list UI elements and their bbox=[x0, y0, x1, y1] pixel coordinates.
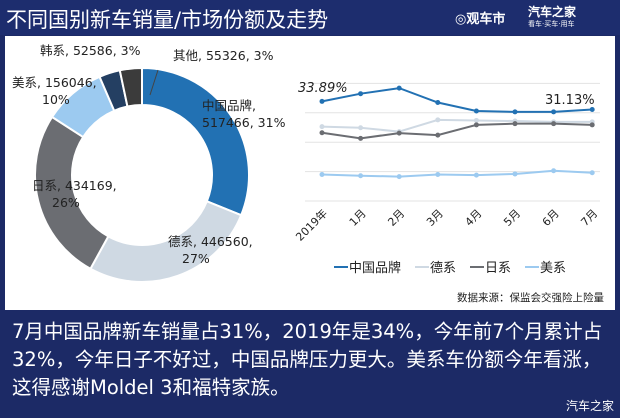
series-2-point-5 bbox=[512, 121, 518, 127]
source-note: 数据来源：保监会交强险上险量 bbox=[457, 291, 604, 304]
slice-label-2: 日系, 434169, 26% bbox=[32, 178, 117, 210]
legend-label-0: 中国品牌 bbox=[349, 260, 401, 276]
slice-label-4: 韩系, 52586, 3% bbox=[40, 43, 141, 58]
annotation-end: 31.13% bbox=[545, 93, 595, 108]
series-3-point-3 bbox=[435, 172, 441, 178]
series-3-point-4 bbox=[473, 172, 479, 178]
caption-text: 7月中国品牌新车销量占31%，2019年是34%，今年前7个月累计占32%，今年… bbox=[12, 320, 603, 399]
x-tick-0: 2019年 bbox=[293, 206, 330, 243]
annotation-start: 33.89% bbox=[298, 81, 348, 96]
title-bar: 不同国别新车销量/市场份额及走势 ◎观车市 汽车之家 看车·买车·用车 bbox=[0, 0, 620, 35]
series-2-point-1 bbox=[358, 135, 364, 141]
series-1-point-0 bbox=[319, 124, 325, 130]
x-tick-2: 2月 bbox=[385, 207, 407, 229]
series-line-3 bbox=[321, 169, 593, 178]
series-3-point-6 bbox=[551, 168, 557, 174]
slice-label-5: 其他, 55326, 3% bbox=[173, 48, 274, 63]
slice-label-0: 中国品牌, 517466, 31% bbox=[202, 98, 286, 130]
x-tick-3: 3月 bbox=[424, 207, 446, 229]
slice-label-3: 美系, 156046, 10% bbox=[12, 75, 97, 107]
series-3-point-7 bbox=[589, 170, 595, 176]
watermark: 汽车之家 bbox=[565, 399, 614, 413]
x-tick-4: 4月 bbox=[463, 207, 485, 229]
series-0-point-5 bbox=[512, 109, 518, 115]
series-line-1 bbox=[321, 118, 593, 133]
series-2-point-2 bbox=[396, 130, 402, 136]
series-0-point-3 bbox=[435, 100, 441, 106]
series-3-point-1 bbox=[358, 173, 364, 179]
series-line-2 bbox=[321, 122, 593, 140]
series-2-point-6 bbox=[551, 121, 557, 127]
logo-guancheshi: ◎观车市 bbox=[455, 12, 506, 27]
series-0-point-1 bbox=[358, 91, 364, 97]
slice-label-1: 德系, 446560, 27% bbox=[168, 234, 253, 266]
legend-label-1: 德系 bbox=[430, 261, 456, 276]
logo-autohome: 汽车之家 看车·买车·用车 bbox=[528, 5, 577, 28]
series-1-point-3 bbox=[435, 117, 441, 123]
series-1-point-1 bbox=[358, 125, 364, 131]
series-0-point-2 bbox=[396, 85, 402, 91]
series-3-point-2 bbox=[396, 174, 402, 180]
x-tick-7: 7月 bbox=[578, 207, 600, 229]
pie-slice-0 bbox=[141, 66, 250, 217]
page-title: 不同国别新车销量/市场份额及走势 bbox=[6, 8, 329, 32]
series-2-point-4 bbox=[473, 122, 479, 128]
x-tick-1: 1月 bbox=[347, 207, 369, 229]
series-0-point-0 bbox=[319, 98, 325, 104]
series-3-point-5 bbox=[512, 171, 518, 177]
series-1-point-4 bbox=[473, 117, 479, 123]
leader-line-other bbox=[149, 69, 159, 96]
leader-line-korea bbox=[121, 79, 127, 101]
legend-label-2: 日系 bbox=[485, 261, 511, 276]
series-2-point-3 bbox=[435, 132, 441, 138]
x-tick-5: 5月 bbox=[501, 207, 523, 229]
series-line-0 bbox=[321, 87, 593, 113]
x-tick-6: 6月 bbox=[540, 207, 562, 229]
series-0-point-7 bbox=[589, 106, 595, 112]
series-0-point-4 bbox=[473, 108, 479, 114]
pie-slice-5 bbox=[118, 66, 143, 108]
series-2-point-0 bbox=[319, 130, 325, 136]
legend-label-3: 美系 bbox=[540, 261, 566, 276]
series-0-point-6 bbox=[551, 109, 557, 115]
series-2-point-7 bbox=[589, 122, 595, 128]
series-3-point-0 bbox=[319, 172, 325, 178]
